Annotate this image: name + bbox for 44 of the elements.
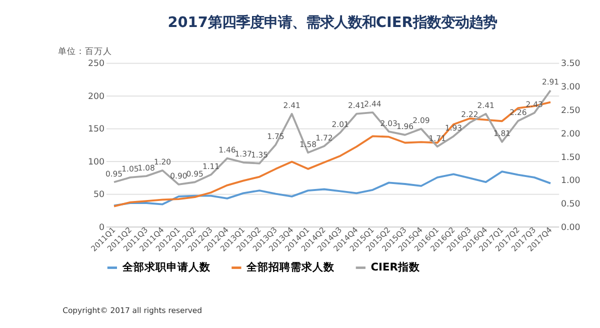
data-label: 1.58 [299,140,317,149]
data-label: 1.37 [234,150,252,159]
legend-label: 全部求职申请人数 [121,260,212,274]
y-tick-label: 200 [88,92,104,102]
data-label: 1.75 [267,132,284,141]
y-axis-title: 单位：百万人 [58,46,112,58]
y-tick-label: 50 [93,190,104,200]
y-tick-label: 150 [88,124,104,135]
data-label: 1.05 [122,164,139,174]
legend-label: CIER指数 [370,260,421,274]
y2-tick-label: 0.00 [560,222,580,233]
y-tick-label: 0 [98,222,104,233]
y2-tick-label: 3.50 [560,59,580,70]
data-label: 1.08 [138,163,156,172]
data-label: 0.95 [186,169,204,178]
data-label: 0.90 [170,172,188,181]
data-label: 1.20 [154,158,172,167]
data-label: 2.41 [477,101,495,110]
data-label: 2.03 [380,118,398,128]
data-label: 1.81 [493,129,511,138]
data-label: 1.35 [250,150,268,160]
data-label: 2.01 [332,120,350,129]
data-label: 2.41 [348,101,366,110]
data-label: 2.09 [412,116,430,126]
chart-title: 2017第四季度申请、需求人数和CIER指数变动趋势 [168,14,497,32]
data-label: 1.46 [218,145,236,154]
y2-tick-label: 2.00 [560,129,580,140]
y2-tick-label: 3.00 [560,82,580,93]
data-label: 1.96 [396,122,414,132]
y-tick-label: 100 [88,157,104,168]
data-label: 0.95 [105,169,123,178]
y2-tick-label: 1.00 [560,176,580,186]
data-label: 1.72 [316,133,333,142]
legend-label: 全部招聘需求人数 [246,260,336,274]
data-label: 2.41 [283,101,301,110]
data-label: 2.91 [542,78,560,87]
y2-tick-label: 1.50 [560,152,580,163]
text: Copyright© 2017 all rights reserved [62,306,202,316]
y-tick-label: 250 [88,59,104,70]
y2-tick-label: 2.50 [560,106,580,116]
data-label: 2.44 [364,100,382,109]
data-label: 1.11 [202,162,220,171]
y2-tick-label: 0.50 [560,200,580,210]
data-label: 2.22 [461,110,478,119]
